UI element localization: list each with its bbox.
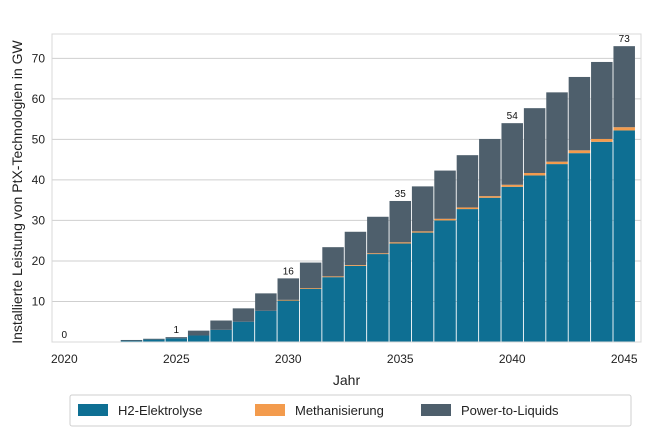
data-label-2040: 54 bbox=[507, 111, 519, 122]
data-label-2035: 35 bbox=[395, 189, 407, 200]
legend-frame bbox=[69, 394, 632, 427]
bar-methanisierung-2042 bbox=[546, 161, 568, 165]
legend-swatch-power-to-liquids bbox=[421, 404, 451, 416]
legend-label-power-to-liquids: Power-to-Liquids bbox=[461, 403, 559, 418]
bar-power-to-liquids-2025 bbox=[165, 337, 188, 339]
y-tick-label: 40 bbox=[32, 173, 46, 187]
x-tick-label: 2045 bbox=[611, 352, 638, 366]
bar-power-to-liquids-2041 bbox=[523, 108, 546, 174]
bar-h2-elektrolyse-2039 bbox=[479, 197, 501, 342]
bar-h2-elektrolyse-2033 bbox=[344, 265, 367, 342]
bar-h2-elektrolyse-2044 bbox=[591, 141, 613, 342]
bar-power-to-liquids-2023 bbox=[120, 339, 143, 341]
bar-h2-elektrolyse-2035 bbox=[389, 243, 411, 342]
bar-methanisierung-2045 bbox=[613, 127, 635, 131]
bar-power-to-liquids-2033 bbox=[344, 231, 367, 265]
bar-h2-elektrolyse-2041 bbox=[523, 175, 546, 342]
bar-methanisierung-2034 bbox=[367, 253, 389, 255]
bar-h2-elektrolyse-2045 bbox=[613, 130, 635, 342]
data-label-2020: 0 bbox=[62, 330, 68, 341]
x-tick-labels: 2020 2025 2030 2035 2040 2045 bbox=[51, 352, 638, 366]
bar-h2-elektrolyse-2027 bbox=[210, 329, 232, 342]
data-label-2030: 16 bbox=[283, 266, 295, 277]
bar-methanisierung-2043 bbox=[568, 150, 591, 154]
bars bbox=[120, 46, 635, 342]
bar-power-to-liquids-2028 bbox=[232, 308, 255, 322]
legend-swatch-methanisierung bbox=[255, 404, 285, 416]
bar-power-to-liquids-2038 bbox=[456, 155, 479, 208]
bar-power-to-liquids-2045 bbox=[613, 46, 635, 128]
x-tick-label: 2030 bbox=[275, 352, 302, 366]
bar-h2-elektrolyse-2031 bbox=[299, 288, 322, 342]
x-tick-label: 2025 bbox=[163, 352, 190, 366]
bar-h2-elektrolyse-2029 bbox=[255, 310, 277, 342]
bar-power-to-liquids-2026 bbox=[187, 330, 210, 336]
bar-h2-elektrolyse-2043 bbox=[568, 153, 591, 342]
y-tick-label: 10 bbox=[32, 294, 46, 308]
bar-methanisierung-2040 bbox=[501, 184, 523, 187]
bar-methanisierung-2036 bbox=[411, 231, 434, 233]
bar-power-to-liquids-2034 bbox=[367, 216, 389, 254]
bar-h2-elektrolyse-2032 bbox=[322, 277, 344, 342]
x-tick-label: 2035 bbox=[387, 352, 414, 366]
bar-h2-elektrolyse-2042 bbox=[546, 164, 568, 342]
bar-methanisierung-2035 bbox=[389, 242, 411, 244]
y-tick-label: 50 bbox=[32, 132, 46, 146]
y-tick-label: 60 bbox=[32, 92, 46, 106]
bar-methanisierung-2037 bbox=[434, 218, 456, 221]
legend: H2-Elektrolyse Methanisierung Power-to-Liq… bbox=[69, 394, 632, 427]
y-tick-labels: 10 20 30 40 50 60 70 bbox=[32, 51, 46, 308]
x-tick-label: 2020 bbox=[51, 352, 78, 366]
legend-label-methanisierung: Methanisierung bbox=[295, 403, 384, 418]
bar-power-to-liquids-2035 bbox=[389, 200, 411, 243]
bar-methanisierung-2044 bbox=[591, 138, 613, 142]
bar-h2-elektrolyse-2036 bbox=[411, 232, 434, 342]
bar-power-to-liquids-2024 bbox=[143, 338, 165, 340]
bar-methanisierung-2031 bbox=[299, 288, 322, 289]
bar-power-to-liquids-2036 bbox=[411, 186, 434, 232]
y-tick-label: 70 bbox=[32, 51, 46, 65]
legend-swatch-h2-elektrolyse bbox=[78, 404, 108, 416]
bar-h2-elektrolyse-2028 bbox=[232, 321, 255, 342]
bar-h2-elektrolyse-2037 bbox=[434, 220, 456, 342]
bar-power-to-liquids-2032 bbox=[322, 247, 344, 277]
y-tick-label: 30 bbox=[32, 213, 46, 227]
bar-power-to-liquids-2042 bbox=[546, 92, 568, 162]
bar-h2-elektrolyse-2034 bbox=[367, 254, 389, 342]
bar-h2-elektrolyse-2026 bbox=[187, 335, 210, 342]
bar-power-to-liquids-2044 bbox=[591, 61, 613, 139]
bar-h2-elektrolyse-2040 bbox=[501, 186, 523, 342]
bar-methanisierung-2039 bbox=[479, 196, 501, 198]
bar-power-to-liquids-2040 bbox=[501, 123, 523, 185]
bar-methanisierung-2041 bbox=[523, 173, 546, 176]
bar-power-to-liquids-2030 bbox=[277, 278, 300, 300]
bar-h2-elektrolyse-2025 bbox=[165, 338, 188, 342]
data-label-2045: 73 bbox=[619, 34, 631, 45]
y-tick-label: 20 bbox=[32, 254, 46, 268]
bar-power-to-liquids-2037 bbox=[434, 170, 456, 219]
legend-label-h2-elektrolyse: H2-Elektrolyse bbox=[118, 403, 203, 418]
bar-power-to-liquids-2043 bbox=[568, 76, 591, 151]
bar-power-to-liquids-2027 bbox=[210, 320, 232, 330]
bar-power-to-liquids-2029 bbox=[255, 293, 277, 311]
bar-methanisierung-2033 bbox=[344, 265, 367, 266]
bar-h2-elektrolyse-2030 bbox=[277, 300, 300, 342]
bar-power-to-liquids-2031 bbox=[299, 262, 322, 289]
data-labels: 0 1 16 35 54 73 bbox=[62, 34, 631, 341]
bar-methanisierung-2038 bbox=[456, 207, 479, 210]
bar-h2-elektrolyse-2038 bbox=[456, 209, 479, 342]
bar-h2-elektrolyse-2024 bbox=[143, 339, 165, 342]
bar-methanisierung-2032 bbox=[322, 276, 344, 278]
data-label-2025: 1 bbox=[174, 325, 180, 336]
plot-frame bbox=[51, 33, 642, 343]
x-axis-title: Jahr bbox=[333, 372, 361, 388]
x-tick-label: 2040 bbox=[499, 352, 526, 366]
y-axis-title: Installierte Leistung von PtX-Technologi… bbox=[9, 39, 25, 343]
bar-h2-elektrolyse-2023 bbox=[120, 340, 143, 342]
bar-methanisierung-2030 bbox=[277, 299, 300, 301]
bar-power-to-liquids-2039 bbox=[479, 138, 501, 197]
